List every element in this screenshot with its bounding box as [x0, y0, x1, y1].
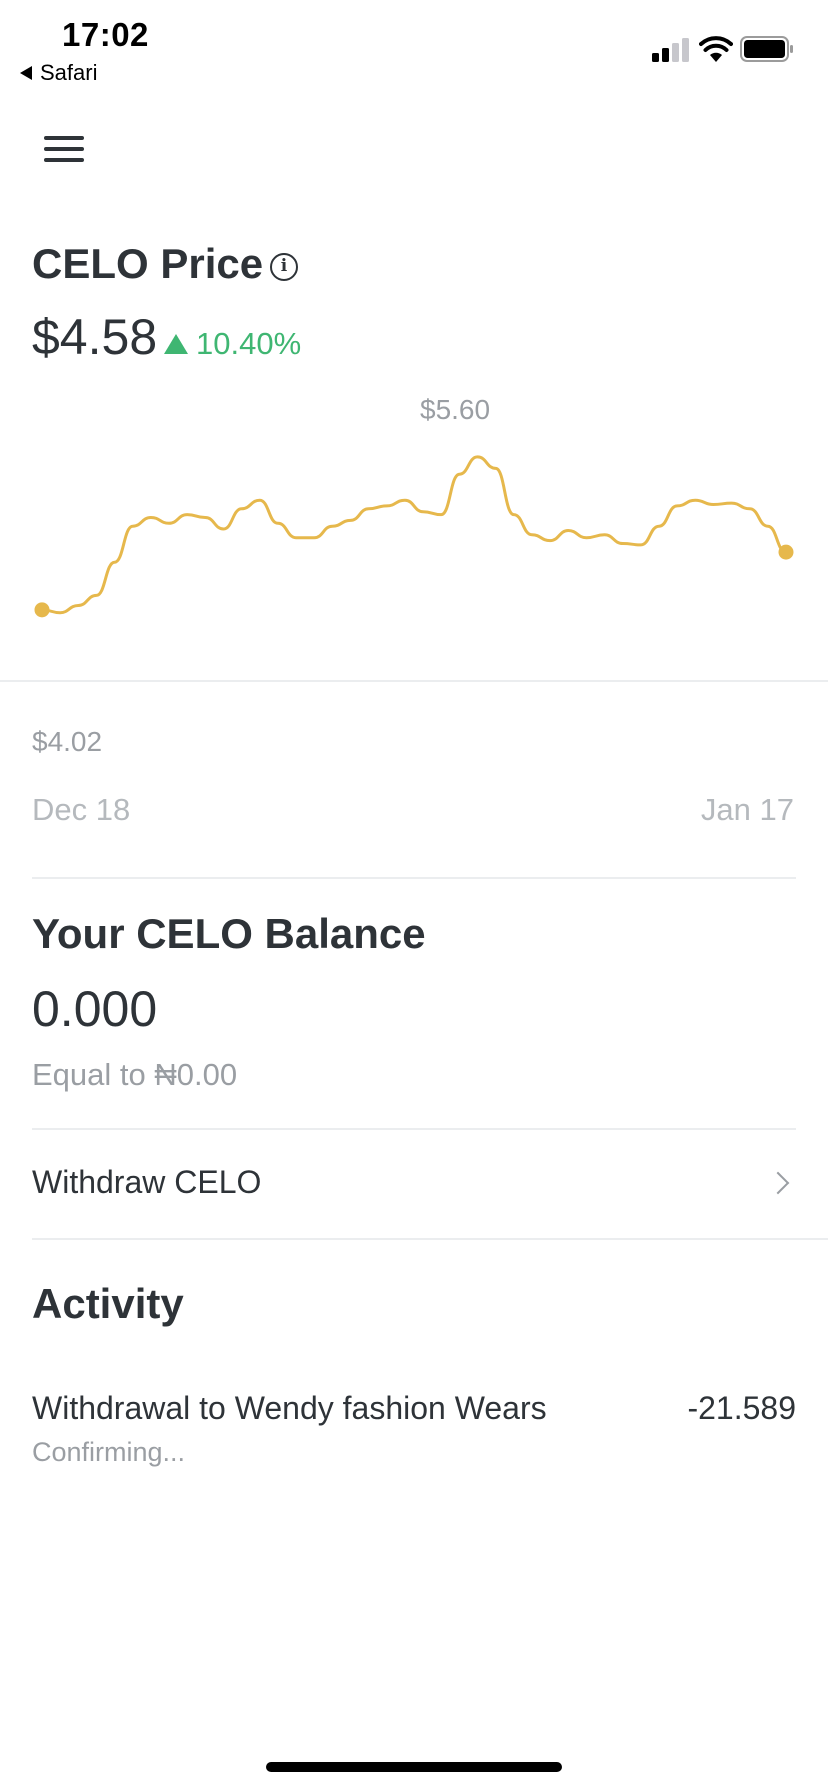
chart-min-label: $4.02 — [32, 726, 103, 757]
activity-amount: -21.589 — [687, 1390, 796, 1426]
status-time: 17:02 — [62, 16, 149, 53]
home-indicator[interactable] — [266, 1762, 562, 1772]
chart-start-point — [34, 602, 50, 618]
cellular-signal-icon — [652, 38, 689, 62]
price-title: CELO Price — [32, 240, 264, 287]
back-app-label: Safari — [40, 60, 98, 85]
back-to-app-button[interactable]: Safari — [20, 60, 97, 86]
divider — [32, 1128, 796, 1130]
hamburger-menu-icon[interactable] — [38, 128, 90, 168]
chart-x-start-label: Dec 18 — [32, 792, 131, 827]
balance-fiat-equivalent: Equal to ₦0.00 — [32, 1057, 238, 1092]
chart-max-label: $5.60 — [420, 394, 491, 425]
activity-title: Activity — [32, 1280, 184, 1327]
activity-description: Withdrawal to Wendy fashion Wears — [32, 1390, 547, 1426]
chevron-right-icon — [766, 1171, 790, 1195]
balance-title: Your CELO Balance — [32, 910, 426, 957]
withdraw-celo-row[interactable]: Withdraw CELO — [0, 1130, 828, 1238]
withdraw-celo-label: Withdraw CELO — [32, 1164, 262, 1200]
chart-end-point — [778, 544, 794, 560]
info-icon[interactable]: i — [270, 253, 298, 281]
back-arrow-icon — [20, 66, 32, 80]
activity-status: Confirming... — [32, 1437, 186, 1467]
divider — [32, 877, 796, 879]
up-triangle-icon — [164, 334, 188, 354]
activity-list-item[interactable]: Withdrawal to Wendy fashion Wears Confir… — [0, 1380, 828, 1480]
current-price: $4.58 — [32, 309, 158, 365]
status-bar: 17:02 Safari — [0, 0, 828, 95]
price-line — [41, 455, 787, 615]
divider — [32, 1238, 828, 1240]
battery-icon — [740, 36, 793, 62]
chart-x-end-label: Jan 17 — [700, 792, 794, 827]
price-chart[interactable] — [0, 390, 828, 720]
balance-value: 0.000 — [32, 981, 158, 1037]
wifi-icon — [699, 36, 733, 62]
price-change-percent: 10.40% — [196, 326, 302, 361]
price-change: 10.40% — [164, 326, 301, 362]
